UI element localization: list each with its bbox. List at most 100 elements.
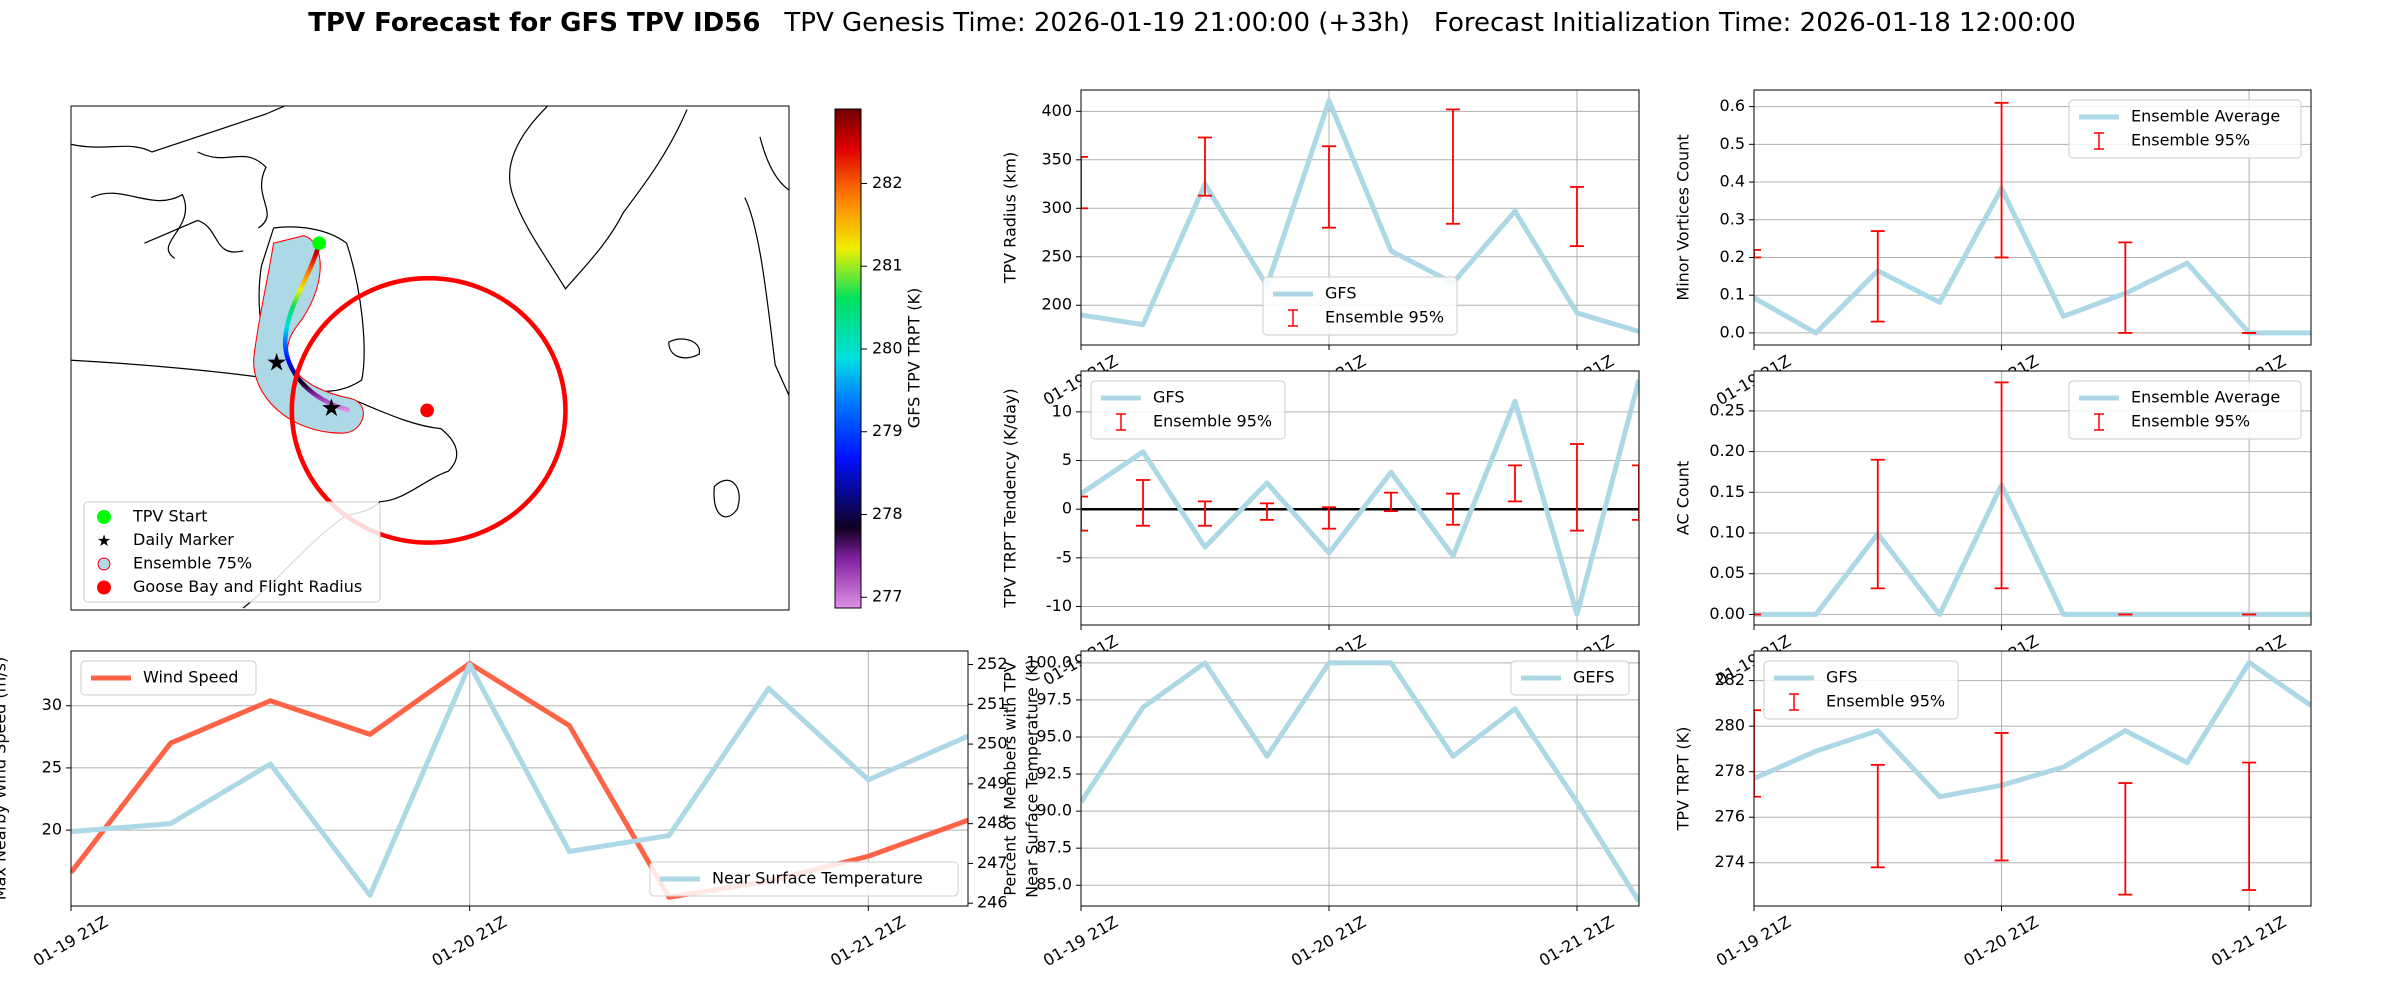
legend-marker xyxy=(97,510,111,524)
y2-tick-label: 247 xyxy=(977,853,1008,872)
y-tick-label: 282 xyxy=(1714,670,1745,689)
series-layer xyxy=(1081,98,1639,334)
series-layer xyxy=(1081,379,1639,617)
legend-label: GEFS xyxy=(1573,668,1615,687)
y-tick-label: 274 xyxy=(1714,852,1745,871)
y-tick-label: 0.20 xyxy=(1709,441,1745,460)
y-tick-label: 0 xyxy=(1062,499,1072,518)
legend-box xyxy=(83,501,381,603)
colorbar-tick-label: 282 xyxy=(872,173,903,192)
legend-box xyxy=(1510,660,1630,696)
y2-tick-label: 252 xyxy=(977,654,1008,673)
plot-frame xyxy=(70,650,969,907)
legend-label: Ensemble 95% xyxy=(1153,412,1272,431)
x-tick-label: 01-19 21Z xyxy=(30,912,111,970)
y-axis-label: Minor Vortices Count xyxy=(1674,134,1693,300)
y-tick-label: 5 xyxy=(1062,450,1072,469)
y-tick-label: 200 xyxy=(1041,295,1072,314)
colorbar-tick-label: 280 xyxy=(872,338,903,357)
svg-text:★: ★ xyxy=(320,393,342,422)
y-tick-label: 0.5 xyxy=(1720,134,1745,153)
colorbar-tick-label: 278 xyxy=(872,504,903,523)
x-tick-label: 01-20 21Z xyxy=(429,912,510,970)
y-tick-label: 0.10 xyxy=(1709,523,1745,542)
legend-label: TPV Start xyxy=(132,507,208,526)
y-tick-label: 95.0 xyxy=(1036,726,1072,745)
map: ★ ★ TPV Start ★ Daily Marker Ensemble 75% Go… xyxy=(70,105,790,611)
y2-axis-label: Near Surface Temperature (K) xyxy=(1023,659,1042,898)
chart-panel: 274 276 278 280 282 01-19 21Z 01-20 21Z 01-21 2… xyxy=(1674,650,2312,970)
y-tick-label: 0.25 xyxy=(1709,400,1745,419)
series-line xyxy=(1081,98,1639,334)
y-tick-label: 10 xyxy=(1052,401,1072,420)
series-line xyxy=(1081,660,1639,903)
series-line xyxy=(71,662,968,898)
y-tick-label: -5 xyxy=(1056,547,1072,566)
x-tick-label: 01-21 21Z xyxy=(1536,912,1617,970)
colorbar-scale xyxy=(834,108,862,609)
series-line xyxy=(1754,185,2311,336)
legend-label: Daily Marker xyxy=(133,530,234,549)
chart-panel: 20 25 30 246 247 248 249 250 251 252 01-19 21Z 01-2… xyxy=(0,650,1042,970)
title-genesis: TPV Genesis Time: 2026-01-19 21:00:00 (+… xyxy=(783,8,1410,38)
y-axis-label: Max Nearby Wind Speed (m/s) xyxy=(0,657,10,900)
plot-frame xyxy=(1753,89,2312,346)
legend-label: Near Surface Temperature xyxy=(712,869,923,888)
colorbar-tick-label: 277 xyxy=(872,587,903,606)
legend-box xyxy=(2068,380,2302,440)
y-tick-label: 100.0 xyxy=(1026,652,1072,671)
y-tick-label: 276 xyxy=(1714,807,1745,826)
y-tick-label: 90.0 xyxy=(1036,801,1072,820)
y-tick-label: 0.00 xyxy=(1709,604,1745,623)
chart-panel: 85.0 87.5 90.0 92.5 95.0 97.5 100.0 01-19 21Z 01… xyxy=(1001,650,1640,970)
legend-label: Ensemble 95% xyxy=(1325,308,1444,327)
y-tick-label: 280 xyxy=(1714,716,1745,735)
y2-tick-label: 246 xyxy=(977,893,1008,912)
plot-frame xyxy=(1080,650,1640,907)
legend-box xyxy=(2068,99,2302,159)
series-layer xyxy=(1754,381,2311,617)
y-tick-label: 25 xyxy=(42,757,62,776)
x-tick-label: 01-20 21Z xyxy=(1960,912,2041,970)
plot-frame xyxy=(1753,370,2312,626)
y2-tick-label: 248 xyxy=(977,813,1008,832)
legend-label: GFS xyxy=(1826,668,1857,687)
legend-label: Ensemble 95% xyxy=(2131,412,2250,431)
x-tick-label: 01-19 21Z xyxy=(1713,912,1794,970)
y-tick-label: 0.15 xyxy=(1709,482,1745,501)
series-line xyxy=(1081,379,1639,617)
legend-label: Goose Bay and Flight Radius xyxy=(133,577,362,596)
y-tick-label: 87.5 xyxy=(1036,838,1072,857)
x-tick-label: 01-19 21Z xyxy=(1040,912,1121,970)
legend-label: Ensemble 95% xyxy=(1826,692,1945,711)
y-tick-label: 0.0 xyxy=(1720,322,1745,341)
plot-frame xyxy=(1080,370,1640,626)
y-tick-label: 0.2 xyxy=(1720,247,1745,266)
y-axis-label: TPV Radius (km) xyxy=(1001,152,1020,285)
y-tick-label: 30 xyxy=(42,695,62,714)
x-tick-label: 01-21 21Z xyxy=(827,912,908,970)
legend-label: GFS xyxy=(1325,284,1356,303)
y2-tick-label: 251 xyxy=(977,694,1008,713)
legend-label: Ensemble Average xyxy=(2131,388,2280,407)
legend-box xyxy=(649,861,959,897)
y-tick-label: 350 xyxy=(1041,149,1072,168)
y-axis-label: TPV TRPT Tendency (K/day) xyxy=(1001,388,1020,608)
series-line xyxy=(1754,659,2311,800)
title-init: Forecast Initialization Time: 2026-01-18… xyxy=(1434,8,2076,38)
x-tick-label: 01-20 21Z xyxy=(1288,912,1369,970)
y-tick-label: 0.05 xyxy=(1709,563,1745,582)
y-axis-label: Percent of Members with TPV xyxy=(1001,661,1020,895)
figure-title: TPV Forecast for GFS TPV ID56 TPV Genesis… xyxy=(308,8,2076,38)
legend-label: Ensemble 95% xyxy=(2131,131,2250,150)
y-tick-label: 300 xyxy=(1041,198,1072,217)
y-tick-label: 0.4 xyxy=(1720,172,1745,191)
legend-box xyxy=(80,660,257,696)
plot-frame xyxy=(1753,650,2312,907)
legend-label: GFS xyxy=(1153,388,1184,407)
y-tick-label: 85.0 xyxy=(1036,875,1072,894)
